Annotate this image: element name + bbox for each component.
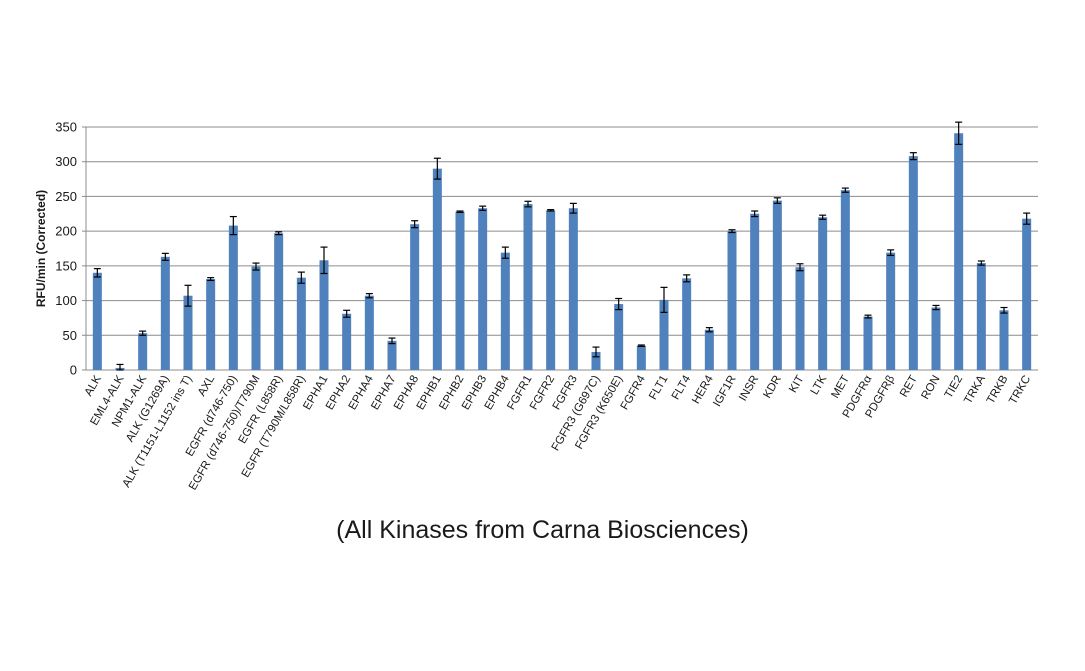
bar [659,299,669,370]
x-tick-label: KIT [787,374,806,395]
bar [183,295,193,370]
y-tick-label: 50 [63,328,77,343]
bar [228,225,238,370]
bar [410,224,420,370]
bar [908,156,918,370]
bar [160,256,170,370]
bar [387,340,397,370]
bar [296,277,306,370]
bar [727,231,737,370]
bar [478,208,488,370]
bar [92,272,102,370]
x-tick-label: RON [919,374,942,402]
y-tick-label: 350 [55,120,77,135]
x-tick-label: AXL [196,373,218,398]
bar [886,252,896,370]
x-tick-label: TRKC [1007,374,1033,407]
x-tick-label: FLT1 [647,374,670,403]
bar [432,168,442,370]
bar [500,252,510,370]
x-tick-label: FLT4 [670,373,694,402]
x-tick-label: IGF1R [711,374,738,409]
y-tick-label: 100 [55,293,77,308]
bar [319,260,329,370]
y-axis-label: RFU/min (Corrected) [34,190,48,307]
bar [954,133,964,370]
bar [682,278,692,370]
bar [818,217,828,370]
y-tick-label: 150 [55,258,77,273]
bar [251,266,261,370]
y-tick-label: 200 [55,224,77,239]
y-tick-label: 0 [70,363,77,378]
chart-caption: (All Kinases from Carna Biosciences) [336,516,749,544]
y-tick-label: 250 [55,189,77,204]
bar [999,310,1009,370]
x-tick-label: LTK [809,373,830,397]
bar [591,351,601,370]
bar [568,208,578,370]
x-tick-label: TIE2 [943,374,966,401]
bar [840,190,850,370]
bar [795,267,805,370]
bar [636,345,646,370]
bar [274,233,284,370]
x-tick-label: ALK [83,373,104,398]
x-tick-label: TRKA [962,373,988,406]
bar [750,213,760,370]
bar [546,210,556,370]
bar [206,279,216,370]
bar [1022,218,1032,370]
bar [342,313,352,370]
y-tick-label: 300 [55,154,77,169]
bar [931,307,941,370]
bar [976,263,986,370]
bar [455,211,465,370]
x-tick-label: RET [898,374,920,400]
x-tick-label: MET [829,374,852,401]
bar [704,329,714,370]
x-tick-label: INSR [737,374,761,404]
bar [863,316,873,370]
bar [523,204,533,370]
bar [614,304,624,370]
bar [364,295,374,370]
bar [772,200,782,370]
x-tick-label: KDR [761,374,784,401]
bar [138,333,148,370]
